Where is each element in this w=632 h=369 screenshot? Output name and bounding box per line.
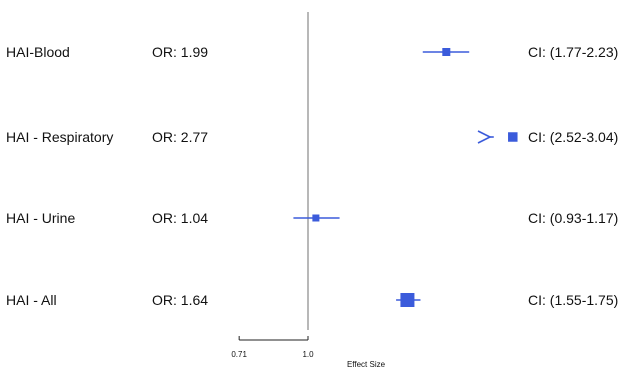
row-or-text: OR: 1.99 — [152, 44, 208, 60]
or-marker — [400, 293, 415, 307]
row-or-text: OR: 1.64 — [152, 292, 208, 308]
row-ci-text: CI: (0.93-1.17) — [528, 210, 618, 226]
row-ci-text: CI: (2.52-3.04) — [528, 129, 618, 145]
ci-clip-arrow — [477, 130, 492, 144]
forest-row: HAI - Respiratory OR: 2.77 CI: (2.52-3.04) — [6, 129, 618, 145]
row-or-text: OR: 1.04 — [152, 210, 208, 226]
x-axis-label: Effect Size — [347, 360, 386, 369]
or-marker — [442, 48, 451, 56]
x-tick-label: 1.0 — [302, 350, 314, 359]
row-ci-text: CI: (1.55-1.75) — [528, 292, 618, 308]
forest-rows: HAI-Blood OR: 1.99 CI: (1.77-2.23) HAI - Re… — [6, 44, 618, 308]
row-label: HAI - Urine — [6, 210, 75, 226]
x-tick-label: 0.71 — [231, 350, 247, 359]
row-or-text: OR: 2.77 — [152, 129, 208, 145]
forest-row: HAI - Urine OR: 1.04 CI: (0.93-1.17) — [6, 210, 618, 226]
or-marker — [312, 214, 320, 222]
forest-row: HAI - All OR: 1.64 CI: (1.55-1.75) — [6, 292, 618, 308]
or-marker — [508, 132, 518, 142]
row-label: HAI-Blood — [6, 44, 70, 60]
x-axis: 0.71 1.0 — [231, 336, 314, 359]
row-label: HAI - Respiratory — [6, 129, 113, 145]
forest-row: HAI-Blood OR: 1.99 CI: (1.77-2.23) — [6, 44, 618, 60]
row-ci-text: CI: (1.77-2.23) — [528, 44, 618, 60]
row-label: HAI - All — [6, 292, 57, 308]
